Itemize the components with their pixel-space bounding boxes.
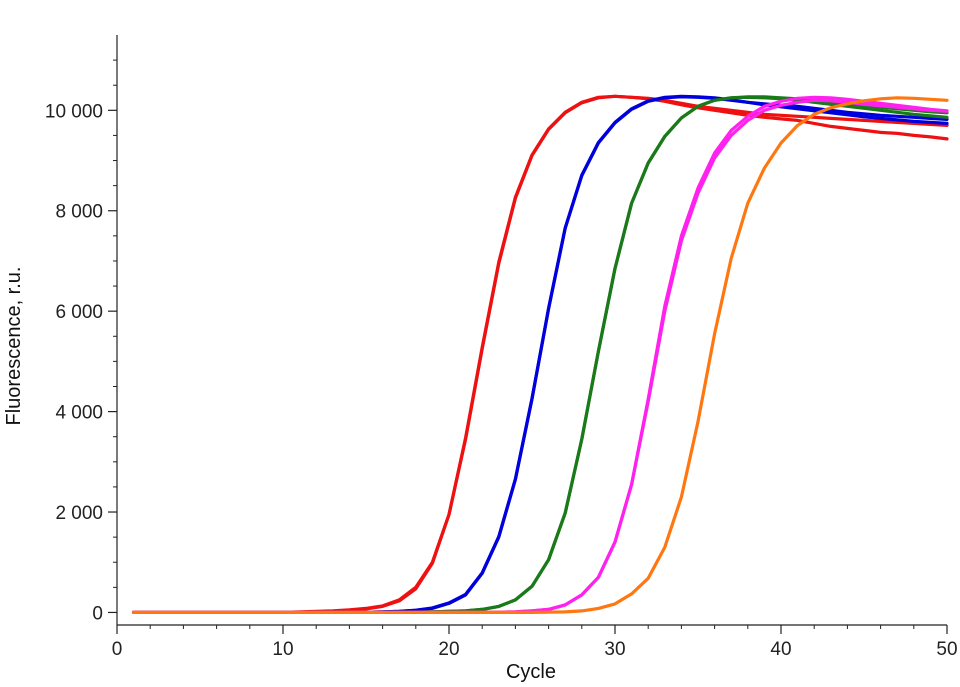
y-axis-title: Fluorescence, r.u. <box>3 267 25 426</box>
y-tick-label: 6 000 <box>55 302 103 323</box>
x-tick-label: 10 <box>272 639 293 660</box>
y-tick-label: 10 000 <box>45 101 103 122</box>
x-tick-label: 30 <box>604 639 625 660</box>
x-axis: 0 10 20 30 40 50 <box>112 624 958 660</box>
y-tick-label: 2 000 <box>55 503 103 524</box>
series-line-9 <box>132 96 949 615</box>
series-layer <box>132 94 949 615</box>
x-tick-label: 20 <box>438 639 459 660</box>
x-tick-label: 50 <box>936 639 957 660</box>
y-tick-label: 4 000 <box>55 403 103 424</box>
y-axis: 0 2 000 4 000 6 000 8 000 10 000 <box>45 35 118 625</box>
y-tick-label: 8 000 <box>55 202 103 223</box>
x-tick-label: 0 <box>112 639 123 660</box>
series-line-4 <box>132 94 949 615</box>
x-axis-title: Cycle <box>506 661 556 683</box>
y-tick-label: 0 <box>92 603 103 624</box>
x-tick-label: 40 <box>770 639 791 660</box>
